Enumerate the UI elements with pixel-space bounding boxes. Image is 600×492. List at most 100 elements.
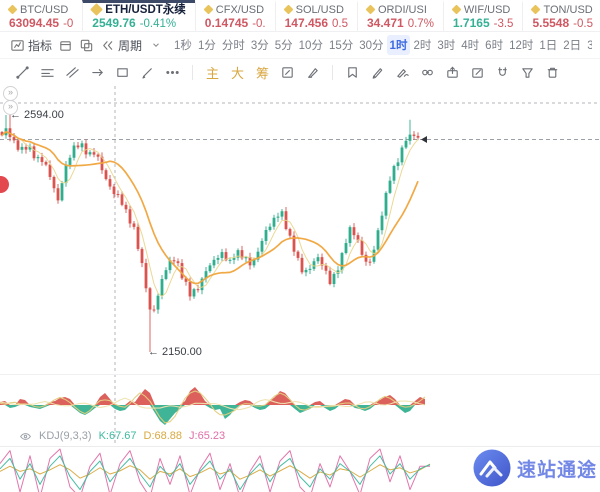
ticker-tab-btc-usd[interactable]: BTC/USD 63094.45 -0 (0, 0, 82, 31)
tool-label-筹[interactable]: 筹 (256, 66, 270, 81)
kdj-j-value: J:65.23 (189, 430, 226, 442)
frame-icon[interactable] (275, 63, 300, 83)
compare-icon[interactable] (77, 36, 96, 55)
watermark-logo-icon (473, 449, 511, 487)
period-分时[interactable]: 分时 (221, 40, 245, 52)
coin-icon (203, 4, 214, 15)
ticker-price: 1.7165 -3.5 (452, 15, 514, 30)
ticker-change: 0.5 (332, 17, 348, 30)
tool-label-主[interactable]: 主 (206, 66, 220, 81)
ticker-change: 0.7% (407, 17, 434, 30)
ticker-change: -3.5 (493, 17, 514, 30)
ticker-change: -0.41% (139, 17, 177, 30)
ticker-bar: BTC/USD 63094.45 -0 ETH/USDT永续 2549.76 -0.41%… (0, 0, 600, 32)
eye-icon[interactable] (18, 429, 32, 443)
parallel-lines-icon[interactable] (60, 63, 85, 83)
divider (332, 65, 334, 80)
coin-icon (7, 4, 18, 15)
link-icon[interactable] (415, 63, 440, 83)
kdj-d-value: D:68.88 (143, 430, 183, 442)
period-1秒[interactable]: 1秒 (174, 40, 192, 52)
ticker-price: 5.5548 -0.5 (532, 15, 593, 30)
period-5分[interactable]: 5分 (274, 40, 293, 52)
period-3分[interactable]: 3分 (250, 40, 269, 52)
upload-icon[interactable] (440, 63, 465, 83)
notification-badge[interactable] (0, 176, 9, 193)
coin-icon (283, 4, 294, 15)
ticker-price: 34.471 0.7% (367, 15, 434, 30)
period-30分[interactable]: 30分 (359, 40, 384, 52)
high-price-marker: ← 2594.00 (10, 109, 64, 121)
period-dropdown[interactable]: 周期 (118, 38, 143, 53)
period-2时[interactable]: 2时 (413, 40, 432, 52)
collapse-panel-button[interactable]: » (3, 86, 18, 101)
divider (192, 65, 193, 80)
ticker-tab-wif-usd[interactable]: WIF/USD 1.7165 -3.5 (442, 0, 523, 31)
ticker-price: 0.14745 -0. (204, 15, 266, 30)
period-6时[interactable]: 6时 (485, 40, 504, 52)
period-1分[interactable]: 1分 (197, 40, 216, 52)
period-4时[interactable]: 4时 (461, 40, 480, 52)
watermark-text: 速站通途 (516, 459, 597, 481)
period-2日[interactable]: 2日 (563, 40, 582, 52)
pen-icon[interactable] (365, 63, 390, 83)
period-3时[interactable]: 3时 (437, 40, 456, 52)
trend-line-icon[interactable] (10, 63, 35, 83)
ticker-symbol: TON/USD (543, 3, 593, 16)
chart-canvas[interactable]: » » ← 2594.00 ← 2150.00 KDJ(9,3,3) K:67.… (0, 84, 600, 492)
ticker-tab-eth-usdt-[interactable]: ETH/USDT永续 2549.76 -0.41% (82, 0, 195, 31)
ticker-tab-sol-usd[interactable]: SOL/USD 147.456 0.5 (274, 0, 357, 31)
pencil-icon[interactable] (135, 63, 160, 83)
kdj-title: KDJ(9,3,3) (39, 430, 92, 442)
collapse-left-icon[interactable] (98, 36, 117, 55)
horizontal-lines-icon[interactable] (35, 63, 60, 83)
kdj-legend: KDJ(9,3,3) K:67.67 D:68.88 J:65.23 (18, 429, 225, 443)
chart-toolbar: 指标 周期 1秒 1分 分时 3分 5分 10分 15分 30分 1时 2时 3时 4时 6时 12时 1日… (0, 32, 600, 59)
arrow-icon[interactable] (85, 63, 110, 83)
ticker-tab-ordi-usi[interactable]: ORDI/USI 34.471 0.7% (357, 0, 443, 31)
kdj-k-value: K:67.67 (98, 430, 137, 442)
period-10分[interactable]: 10分 (298, 40, 323, 52)
indicator-button[interactable]: 指标 (28, 38, 53, 53)
filter-icon[interactable] (515, 63, 540, 83)
ticker-symbol: ETH/USDT永续 (105, 3, 186, 16)
drawing-toolbar: 主大筹 (0, 59, 600, 86)
rectangle-icon[interactable] (110, 63, 135, 83)
layout-save-icon[interactable] (56, 36, 75, 55)
period-1日[interactable]: 1日 (539, 40, 558, 52)
brush-icon[interactable] (390, 63, 415, 83)
period-3日[interactable]: 3日 (587, 40, 592, 52)
ticker-tab-cfx-usd[interactable]: CFX/USD 0.14745 -0. (194, 0, 275, 31)
ticker-change: -0. (252, 17, 266, 30)
period-15分[interactable]: 15分 (328, 40, 354, 52)
watermark: 速站通途 (473, 449, 597, 487)
period-1时[interactable]: 1时 (386, 35, 411, 55)
chevron-down-icon[interactable] (146, 36, 165, 55)
edit-box-icon[interactable] (465, 63, 490, 83)
flag-icon[interactable] (340, 63, 365, 83)
ticker-symbol: ORDI/USI (378, 3, 427, 16)
ticker-change: -0 (63, 17, 74, 30)
collapse-panel-button-2[interactable]: » (3, 100, 18, 115)
ticker-symbol: BTC/USD (20, 3, 69, 16)
coin-icon (365, 4, 376, 15)
low-price-marker: ← 2150.00 (148, 346, 202, 358)
trash-icon[interactable] (540, 63, 565, 83)
indicator-panel-icon[interactable] (8, 36, 27, 55)
coin-icon (531, 4, 541, 15)
ticker-price: 2549.76 -0.41% (92, 15, 177, 30)
marker-icon[interactable] (300, 63, 325, 83)
period-12时[interactable]: 12时 (509, 40, 534, 52)
coin-icon (90, 3, 104, 16)
more-icon[interactable] (160, 63, 185, 83)
tool-label-大[interactable]: 大 (231, 66, 245, 81)
magnet-icon[interactable] (490, 63, 515, 83)
ticker-tab-ton-usd[interactable]: TON/USD 5.5548 -0.5 (522, 0, 600, 31)
ticker-change: -0.5 (573, 17, 593, 30)
ticker-price: 147.456 0.5 (284, 15, 348, 30)
ticker-symbol: CFX/USD (215, 3, 265, 16)
coin-icon (451, 4, 462, 15)
ticker-symbol: WIF/USD (463, 3, 511, 16)
